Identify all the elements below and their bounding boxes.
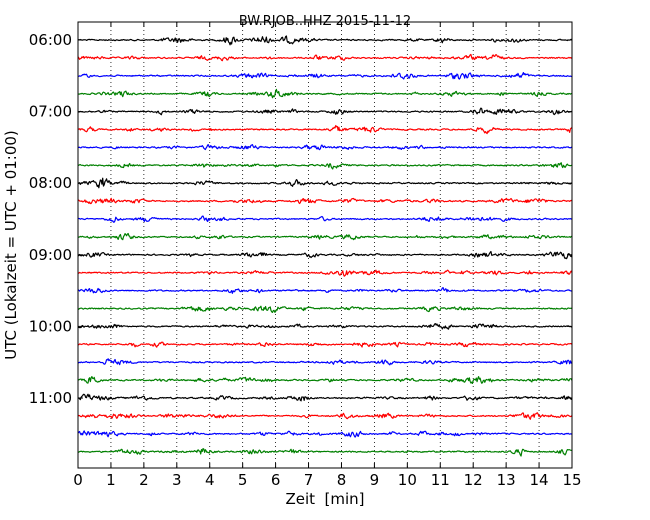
seismic-trace (77, 53, 573, 62)
x-tick-label: 11 (431, 471, 450, 489)
seismic-trace (77, 341, 573, 348)
seismic-trace (77, 197, 573, 205)
x-tick-label: 1 (106, 471, 116, 489)
seismic-trace (77, 107, 573, 116)
trace-group (77, 35, 573, 457)
x-tick-label: 6 (271, 471, 281, 489)
grid-lines (110, 22, 540, 468)
y-tick-label: 09:00 (29, 246, 72, 264)
x-axis-ticks: 0 1 2 3 4 5 6 7 8 9 10 11 12 13 14 15 (73, 22, 582, 489)
x-tick-label: 12 (464, 471, 483, 489)
x-tick-label: 7 (304, 471, 314, 489)
x-tick-label: 15 (562, 471, 581, 489)
seismic-trace (77, 88, 573, 99)
seismic-trace (77, 232, 573, 241)
x-tick-label: 2 (139, 471, 149, 489)
seismic-trace (77, 375, 573, 385)
seismic-trace (77, 323, 573, 330)
x-tick-label: 3 (172, 471, 182, 489)
x-tick-label: 4 (205, 471, 215, 489)
x-tick-label: 14 (530, 471, 549, 489)
y-tick-label: 08:00 (29, 174, 72, 192)
y-tick-label: 07:00 (29, 103, 72, 121)
seismic-trace (77, 287, 573, 294)
seismic-trace (77, 124, 573, 135)
x-tick-label: 0 (73, 471, 83, 489)
seismic-trace (77, 430, 573, 438)
x-tick-label: 8 (337, 471, 347, 489)
seismic-trace (77, 393, 573, 402)
plot-frame (77, 21, 573, 469)
seismic-trace (77, 250, 573, 260)
y-axis-label: UTC (Lokalzeit = UTC + 01:00) (2, 130, 20, 360)
seismic-trace (77, 177, 573, 189)
seismic-trace (77, 448, 573, 457)
x-tick-label: 5 (238, 471, 248, 489)
seismic-trace (77, 215, 573, 223)
x-tick-label: 10 (398, 471, 417, 489)
y-tick-label: 10:00 (29, 317, 72, 335)
seismic-trace (77, 162, 573, 170)
x-axis-label: Zeit [min] (285, 490, 364, 508)
seismic-trace (77, 269, 573, 277)
y-tick-label: 06:00 (29, 31, 72, 49)
y-tick-label: 11:00 (29, 389, 72, 407)
seismic-trace (77, 412, 573, 420)
seismic-trace (77, 72, 573, 80)
seismic-trace (77, 35, 573, 46)
x-tick-label: 13 (497, 471, 516, 489)
seismic-trace (77, 305, 573, 313)
seismic-trace (77, 358, 573, 366)
seismic-trace (77, 144, 573, 151)
x-tick-label: 9 (370, 471, 380, 489)
y-axis-ticks: 06:00 07:00 08:00 09:00 10:00 11:00 (29, 31, 572, 407)
